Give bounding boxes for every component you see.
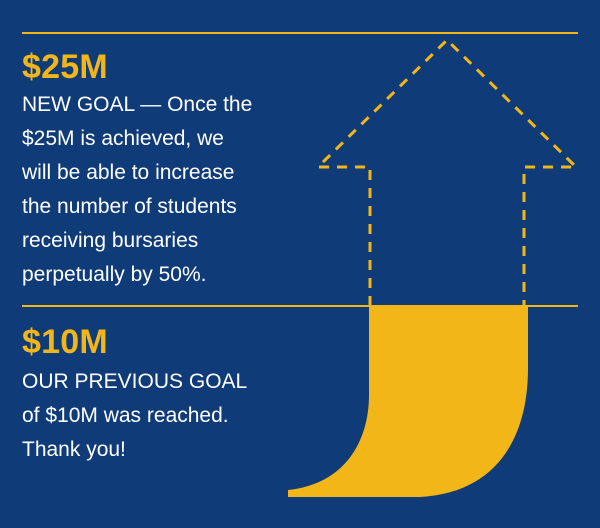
new-goal-description: NEW GOAL — Once the $25M is achieved, we… bbox=[22, 93, 253, 286]
previous-goal-description: OUR PREVIOUS GOAL of $10M was reached. T… bbox=[22, 370, 248, 461]
new-goal-amount: $25M bbox=[22, 48, 108, 86]
previous-goal-amount: $10M bbox=[22, 323, 108, 361]
dashed-arrow-outline bbox=[314, 37, 580, 306]
reached-progress-fill bbox=[288, 307, 528, 497]
